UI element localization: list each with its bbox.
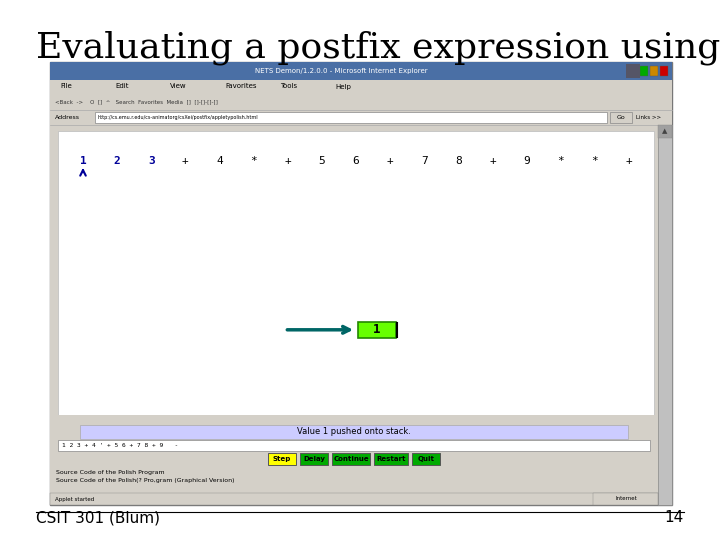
Text: *: *: [592, 156, 598, 166]
Bar: [332, 453, 370, 465]
Text: Tools: Tools: [280, 84, 297, 90]
Text: Quit: Quit: [418, 456, 434, 462]
Text: Internet: Internet: [615, 496, 637, 502]
Text: Links >>: Links >>: [636, 115, 661, 120]
Text: *: *: [251, 156, 257, 166]
Text: 9: 9: [523, 156, 530, 166]
Text: Help: Help: [335, 84, 351, 90]
Text: 8: 8: [455, 156, 462, 166]
Text: Delay: Delay: [303, 456, 325, 462]
Bar: [50, 80, 672, 93]
Text: 5: 5: [318, 156, 325, 166]
Bar: [50, 110, 672, 125]
Text: +: +: [182, 156, 189, 166]
Bar: [50, 415, 658, 505]
Text: <Back  ->    O  []  ^   Search  Favorites  Media  []  []-[]-[]-[]: <Back -> O [] ^ Search Favorites Media […: [55, 99, 218, 104]
Text: 3: 3: [148, 156, 155, 166]
Text: Source Code of the Polish Program: Source Code of the Polish Program: [56, 470, 165, 475]
Bar: [650, 66, 658, 76]
Bar: [626, 64, 640, 78]
Text: 1 2 3 + 4 ' + 5 6 + 7 8 + 9   -: 1 2 3 + 4 ' + 5 6 + 7 8 + 9 -: [62, 443, 179, 448]
Bar: [50, 62, 672, 505]
Text: 6: 6: [353, 156, 359, 166]
Text: ▲: ▲: [662, 128, 667, 134]
Text: Source Code of the Polish(? Pro,gram (Graphical Version): Source Code of the Polish(? Pro,gram (Gr…: [56, 478, 235, 483]
Bar: [374, 453, 408, 465]
Bar: [610, 112, 632, 123]
Bar: [658, 125, 672, 505]
Bar: [300, 453, 328, 465]
Text: 14: 14: [665, 510, 684, 525]
Text: 1: 1: [373, 323, 381, 336]
Text: 7: 7: [421, 156, 428, 166]
Text: CSIT 301 (Blum): CSIT 301 (Blum): [36, 510, 160, 525]
Text: 4: 4: [216, 156, 223, 166]
Bar: [660, 66, 668, 76]
Text: +: +: [626, 156, 632, 166]
Text: http://cs.emu.r.edu/cs-animatorg/csXei/postfix/appletypolish.html: http://cs.emu.r.edu/cs-animatorg/csXei/p…: [98, 115, 258, 120]
Text: View: View: [170, 84, 186, 90]
Text: Value 1 pushed onto stack.: Value 1 pushed onto stack.: [297, 428, 411, 436]
Text: Edit: Edit: [115, 84, 128, 90]
Text: File: File: [60, 84, 72, 90]
Bar: [412, 453, 440, 465]
Bar: [268, 453, 296, 465]
Bar: [58, 440, 650, 451]
Text: 1: 1: [80, 156, 86, 166]
Text: Favorites: Favorites: [225, 84, 256, 90]
Text: Go: Go: [616, 115, 626, 120]
Bar: [58, 131, 654, 415]
Bar: [593, 493, 658, 505]
Bar: [80, 425, 628, 439]
Bar: [358, 322, 396, 338]
Text: Step: Step: [273, 456, 291, 462]
Bar: [658, 125, 672, 138]
Bar: [640, 66, 648, 76]
Bar: [50, 62, 672, 80]
Text: *: *: [557, 156, 564, 166]
Text: NETS Demon/1.2.0.0 - Microsoft Internet Explorer: NETS Demon/1.2.0.0 - Microsoft Internet …: [255, 68, 427, 74]
Text: +: +: [387, 156, 394, 166]
Bar: [95, 112, 607, 123]
Bar: [50, 493, 658, 505]
Text: Restart: Restart: [377, 456, 406, 462]
Text: Evaluating a postfix expression using a stack (2): Evaluating a postfix expression using a …: [36, 30, 720, 65]
Text: 2: 2: [114, 156, 120, 166]
Text: Continue: Continue: [333, 456, 369, 462]
Bar: [50, 125, 672, 505]
Text: +: +: [284, 156, 291, 166]
Text: Applet started: Applet started: [55, 496, 94, 502]
Text: Address: Address: [55, 115, 80, 120]
Text: +: +: [489, 156, 496, 166]
Bar: [50, 93, 672, 110]
